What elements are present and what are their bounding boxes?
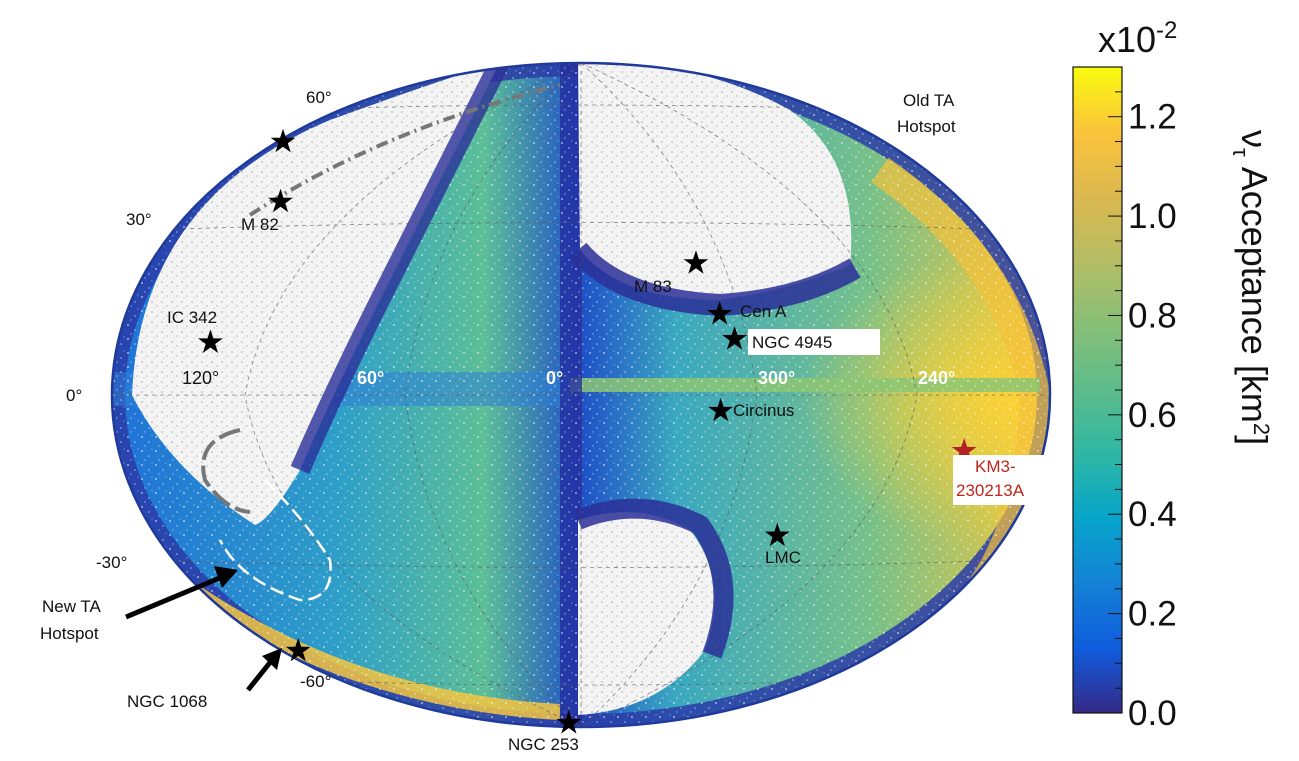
- arrow-ngc1068-head: [262, 648, 282, 670]
- colorbar-title: ντ Acceptance [km2]: [1228, 130, 1275, 445]
- label-newta-line2: Hotspot: [40, 624, 99, 643]
- star-ngc-1068: [285, 637, 311, 662]
- latitude-labels: 60° 30° 0° -30° -60°: [66, 88, 332, 691]
- label-oldta-line2: Hotspot: [897, 117, 956, 136]
- label-circinus: Circinus: [733, 401, 794, 420]
- colorbar-tick-label: 0.2: [1128, 595, 1177, 634]
- arrow-ngc1068: [246, 658, 274, 692]
- star-lmc: [764, 522, 790, 547]
- lon-label-0: 0°: [546, 368, 563, 388]
- colorbar-gradient: [1073, 67, 1122, 713]
- label-m82: M 82: [241, 215, 279, 234]
- colorbar-ticks: 0.0 0.2 0.4 0.6 0.8 1.0 1.2: [1108, 66, 1177, 733]
- colorbar-multiplier-base: x10: [1098, 19, 1156, 60]
- sky-map: 60° 30° 0° -30° -60° 120° 60° 0° 300° 24…: [40, 61, 1063, 754]
- masked-region-north-right: [578, 63, 852, 300]
- colorbar-title-tau: τ: [1228, 148, 1253, 157]
- star-km3-230213a: [951, 438, 977, 462]
- colorbar: 0.0 0.2 0.4 0.6 0.8 1.0 1.2 x10-2 ντ Acceptanc…: [1072, 17, 1275, 733]
- colorbar-multiplier: x10-2: [1098, 17, 1177, 60]
- masked-region-south: [578, 512, 715, 715]
- colorbar-title-sup: 2: [1249, 423, 1274, 435]
- lon-label-120: 120°: [182, 368, 219, 388]
- star-circinus: [708, 397, 733, 422]
- label-km3-box: [953, 455, 1063, 505]
- colorbar-tick-label: 0.4: [1128, 495, 1177, 534]
- label-ngc4945-box: [748, 329, 880, 355]
- star-m-82: [268, 188, 293, 213]
- arrow-new-ta-head: [214, 566, 238, 588]
- lon-label-300: 300°: [758, 368, 795, 388]
- label-ngc4945: NGC 4945: [752, 333, 832, 352]
- new-ta-hotspot-contour-outer: [218, 479, 332, 602]
- star-m-83: [683, 250, 709, 274]
- colorbar-multiplier-exp: -2: [1156, 17, 1177, 44]
- lat-label-30: 30°: [126, 210, 152, 229]
- label-newta-line1: New TA: [42, 597, 102, 616]
- colorbar-tick-label: 1.0: [1128, 197, 1177, 236]
- arrow-new-ta: [125, 574, 223, 620]
- colorbar-tick-label: 0.0: [1128, 694, 1177, 733]
- source-markers: [198, 128, 977, 734]
- lon-label-60: 60°: [357, 368, 384, 388]
- colorbar-tick-label: 0.6: [1128, 396, 1177, 435]
- annotation-arrows: [125, 566, 282, 692]
- star-ngc-4945: [722, 326, 747, 350]
- label-ngc1068: NGC 1068: [127, 692, 207, 711]
- star-cen-a: [707, 301, 732, 325]
- label-oldta-line1: Old TA: [903, 91, 955, 110]
- star-ngc-253: [556, 710, 582, 734]
- colorbar-title-rest: Acceptance [km: [1234, 157, 1275, 423]
- label-km3-line2: 230213A: [956, 481, 1025, 500]
- lat-label-0: 0°: [66, 386, 82, 405]
- lat-label-minus30: -30°: [96, 553, 127, 572]
- label-km3-line1: KM3-: [975, 457, 1016, 476]
- colorbar-tick-label: 1.2: [1128, 98, 1177, 137]
- colorbar-title-nu: ν: [1234, 130, 1275, 148]
- label-m83: M 83: [634, 277, 672, 296]
- lon-label-240: 240°: [918, 368, 955, 388]
- lat-label-minus60: -60°: [300, 672, 331, 691]
- coordinate-grid: [112, 63, 1050, 727]
- masked-region-north-left: [132, 63, 500, 525]
- colorbar-tick-label: 0.8: [1128, 296, 1177, 335]
- old-ta-hotspot-contour: [248, 83, 561, 217]
- star-old-ta-hotspot: [270, 128, 296, 153]
- label-cena: Cen A: [740, 302, 787, 321]
- star-ic-342: [198, 329, 223, 353]
- label-lmc: LMC: [765, 548, 801, 567]
- new-ta-hotspot-contour: [201, 428, 251, 514]
- colorbar-title-end: ]: [1234, 435, 1275, 445]
- label-ngc253: NGC 253: [508, 735, 579, 754]
- source-labels: M 82 IC 342 M 83 Cen A NGC 4945 Circinus…: [40, 91, 1063, 754]
- lat-label-60: 60°: [306, 88, 332, 107]
- label-ic342: IC 342: [167, 308, 217, 327]
- longitude-labels: 120° 60° 0° 300° 240°: [182, 368, 955, 388]
